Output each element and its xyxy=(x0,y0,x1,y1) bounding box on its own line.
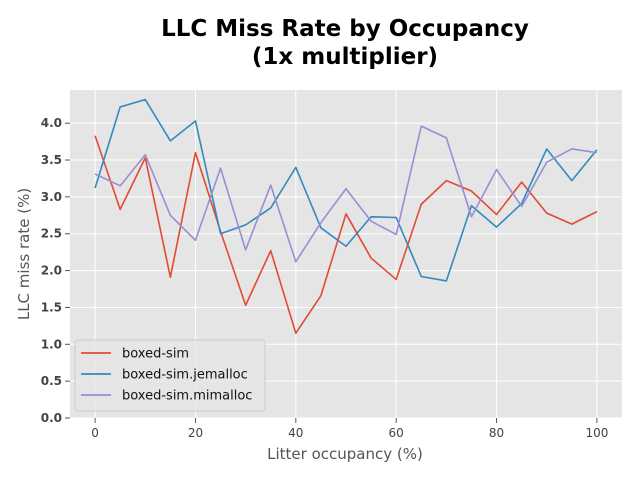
y-axis-label: LLC miss rate (%) xyxy=(15,188,33,320)
y-tick-label: 3.0 xyxy=(41,190,62,204)
legend-entry: boxed-sim.mimalloc xyxy=(122,389,252,404)
x-tick-label: 100 xyxy=(585,426,608,440)
legend-entry: boxed-sim xyxy=(122,347,189,362)
legend-entry: boxed-sim.jemalloc xyxy=(122,368,248,383)
series-line-boxed-sim-jemalloc xyxy=(94,98,598,282)
y-axis-ticks: 0.0 0.5 1.0 1.5 2.0 2.5 3.0 3.5 4.0 xyxy=(41,116,70,425)
y-tick-label: 0.0 xyxy=(41,411,62,425)
y-tick-label: 1.5 xyxy=(41,300,62,314)
y-tick-label: 4.0 xyxy=(41,116,62,130)
x-tick-label: 80 xyxy=(489,426,504,440)
series-lines xyxy=(94,98,598,335)
x-axis-ticks: 0 20 40 60 80 100 xyxy=(91,418,608,440)
x-tick-label: 60 xyxy=(389,426,404,440)
x-tick-label: 40 xyxy=(288,426,303,440)
y-tick-label: 0.5 xyxy=(41,374,62,388)
chart-title-line2: (1x multiplier) xyxy=(252,44,438,70)
legend-box xyxy=(74,339,266,412)
series-line-boxed-sim-mimalloc xyxy=(94,125,598,263)
x-tick-label: 20 xyxy=(188,426,203,440)
x-tick-label: 0 xyxy=(91,426,99,440)
y-tick-label: 2.5 xyxy=(41,227,62,241)
chart-title-line1: LLC Miss Rate by Occupancy xyxy=(161,16,529,42)
y-tick-label: 1.0 xyxy=(41,337,62,351)
x-axis-label: Litter occupancy (%) xyxy=(267,445,423,463)
legend: boxed-sim boxed-sim.jemalloc boxed-sim.mim… xyxy=(74,339,266,412)
y-tick-label: 2.0 xyxy=(41,264,62,278)
y-tick-label: 3.5 xyxy=(41,153,62,167)
